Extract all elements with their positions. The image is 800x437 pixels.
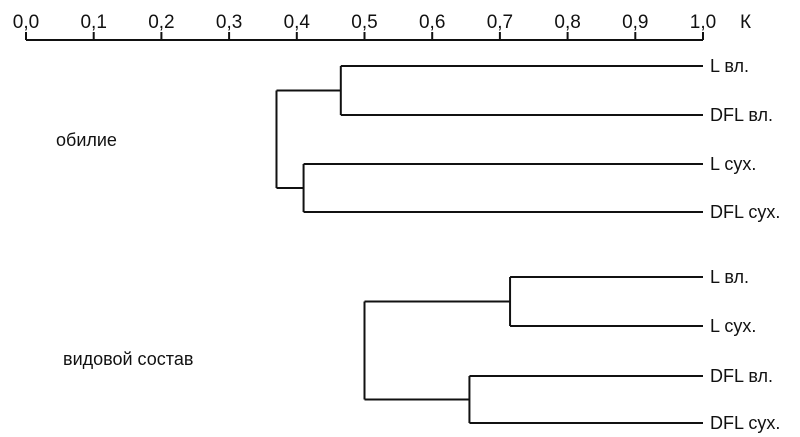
axis-tick-label: 0,7 xyxy=(487,12,513,33)
leaf-label: L сух. xyxy=(710,154,756,174)
axis-tick-label: 0,2 xyxy=(148,12,174,33)
dendrogram-abundance: L вл. DFL вл. L сух. DFL сух. xyxy=(275,56,780,222)
axis-tick-label: 0,8 xyxy=(554,12,580,33)
group-label-species-composition: видовой состав xyxy=(63,349,193,369)
leaf-label: DFL вл. xyxy=(710,366,773,386)
axis-tick-label: 0,3 xyxy=(216,12,242,33)
axis-tick-label: 0,9 xyxy=(622,12,648,33)
leaf-label: DFL вл. xyxy=(710,105,773,125)
axis-unit-label: К xyxy=(740,12,751,33)
leaf-label: DFL сух. xyxy=(710,202,780,222)
dendrogram-species-composition: L вл. L сух. DFL вл. DFL сух. xyxy=(363,267,780,433)
axis-ticks xyxy=(25,32,704,40)
axis-tick-label: 1,0 xyxy=(690,12,716,33)
axis-tick-label: 0,5 xyxy=(351,12,377,33)
leaf-label: L вл. xyxy=(710,267,749,287)
group-label-abundance: обилие xyxy=(56,130,117,150)
leaf-label: L вл. xyxy=(710,56,749,76)
axis-tick-label: 0,6 xyxy=(419,12,445,33)
axis-tick-label: 0,0 xyxy=(13,12,39,33)
axis-tick-label: 0,4 xyxy=(284,12,311,33)
leaf-label: DFL сух. xyxy=(710,413,780,433)
similarity-axis: 0,0 0,1 0,2 0,3 0,4 0,5 0,6 0,7 0,8 0,9 1,0 К xyxy=(13,12,751,41)
axis-tick-labels: 0,0 0,1 0,2 0,3 0,4 0,5 0,6 0,7 0,8 0,9 1,0 xyxy=(13,12,716,33)
axis-tick-label: 0,1 xyxy=(80,12,106,33)
leaf-label: L сух. xyxy=(710,316,756,336)
